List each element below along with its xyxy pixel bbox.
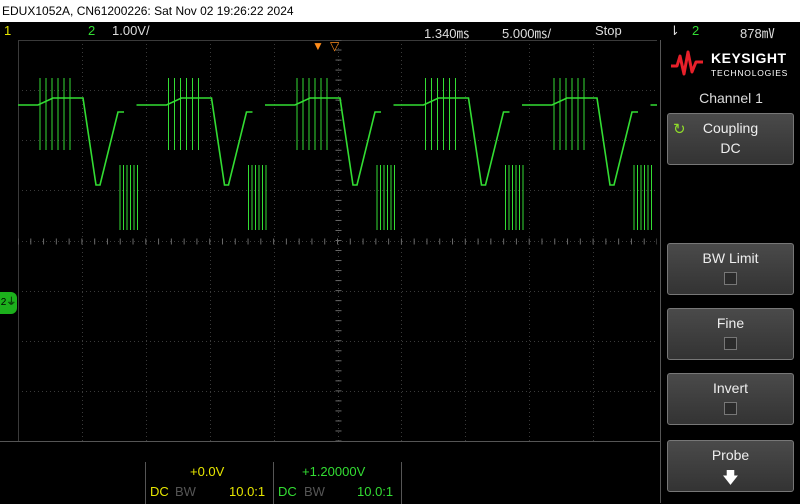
status-bar: 1 2 1.00V/ 1.340㎳ 5.000㎳/ Stop [0, 22, 660, 41]
title-text: EDUX1052A, CN61200226: Sat Nov 02 19:26:… [2, 4, 294, 18]
probe-label: Probe [711, 447, 750, 463]
coupling-label: Coupling [702, 120, 759, 136]
trigger-source: 2 [692, 23, 700, 38]
keysight-logo: KEYSIGHT TECHNOLOGIES [669, 48, 795, 82]
fine-softkey[interactable]: Fine [667, 308, 794, 360]
trigger-edge-icon: ⇂ [669, 23, 680, 38]
delay-marker[interactable]: ▽ [330, 39, 340, 53]
fine-label: Fine [716, 315, 745, 331]
time-delay: 1.340㎳ [424, 26, 470, 41]
ch2-indicator[interactable]: 2 [88, 23, 96, 38]
rotate-knob-icon: ↻ [673, 121, 686, 138]
ch1-offset: +0.0V [190, 464, 225, 479]
title-bar: EDUX1052A, CN61200226: Sat Nov 02 19:26:… [0, 0, 800, 22]
bw-limit-label: BW Limit [702, 250, 759, 266]
fine-checkbox[interactable] [724, 337, 737, 350]
trigger-status: ⇂ 2 878㎷ [660, 22, 800, 41]
trigger-level: 878㎷ [740, 26, 775, 41]
ch1-probe: 10.0:1 [229, 484, 266, 499]
ch1-coupling: DC [150, 484, 169, 499]
divider [273, 462, 274, 504]
ch2-marker-label: 2 [0, 297, 7, 308]
menu-title: Channel 1 [699, 90, 763, 106]
softkey-panel: KEYSIGHT TECHNOLOGIES Channel 1 ↻ Coupli… [660, 40, 800, 503]
graticule [18, 40, 657, 441]
keysight-wave-icon [671, 50, 703, 76]
waveform-display[interactable]: ▼ ▽ [18, 39, 657, 441]
invert-checkbox[interactable] [724, 402, 737, 415]
submenu-arrow-icon: 🡇 [722, 470, 739, 487]
ch2-scale: 1.00V/ [112, 23, 150, 38]
bw-limit-checkbox[interactable] [724, 272, 737, 285]
divider [145, 462, 146, 504]
run-state: Stop [595, 23, 622, 38]
ch2-coupling: DC [278, 484, 297, 499]
ch1-indicator[interactable]: 1 [4, 23, 12, 38]
ch2-probe: 10.0:1 [357, 484, 394, 499]
ch2-offset: +1.20000V [302, 464, 366, 479]
brand-sub: TECHNOLOGIES [711, 68, 789, 78]
ch1-bw: BW [175, 484, 196, 499]
ch2-ringing [39, 78, 652, 230]
invert-label: Invert [712, 380, 748, 396]
invert-softkey[interactable]: Invert [667, 373, 794, 425]
divider [401, 462, 402, 504]
ch2-ground-marker[interactable]: 2⏚ [0, 292, 17, 314]
coupling-value: DC [720, 140, 741, 156]
channel-info-bar: +0.0V DC BW 10.0:1 +1.20000V DC BW 10.0:… [0, 441, 660, 504]
probe-softkey[interactable]: Probe 🡇 [667, 440, 794, 492]
bw-limit-softkey[interactable]: BW Limit [667, 243, 794, 295]
trigger-position-marker[interactable]: ▼ [312, 39, 324, 53]
coupling-softkey[interactable]: ↻ Coupling DC [667, 113, 794, 165]
time-scale: 5.000㎳/ [502, 26, 552, 41]
brand-name: KEYSIGHT [711, 50, 787, 66]
ch2-waveform [18, 97, 657, 186]
ch2-bw: BW [304, 484, 325, 499]
